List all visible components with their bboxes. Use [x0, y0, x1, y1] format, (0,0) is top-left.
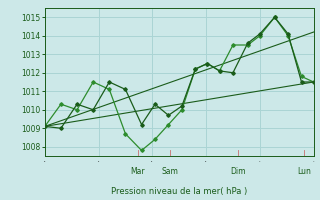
Text: Pression niveau de la mer( hPa ): Pression niveau de la mer( hPa ): [111, 187, 247, 196]
Text: Dim: Dim: [231, 167, 246, 176]
Text: Sam: Sam: [161, 167, 178, 176]
Text: Mar: Mar: [130, 167, 145, 176]
Text: Lun: Lun: [297, 167, 311, 176]
